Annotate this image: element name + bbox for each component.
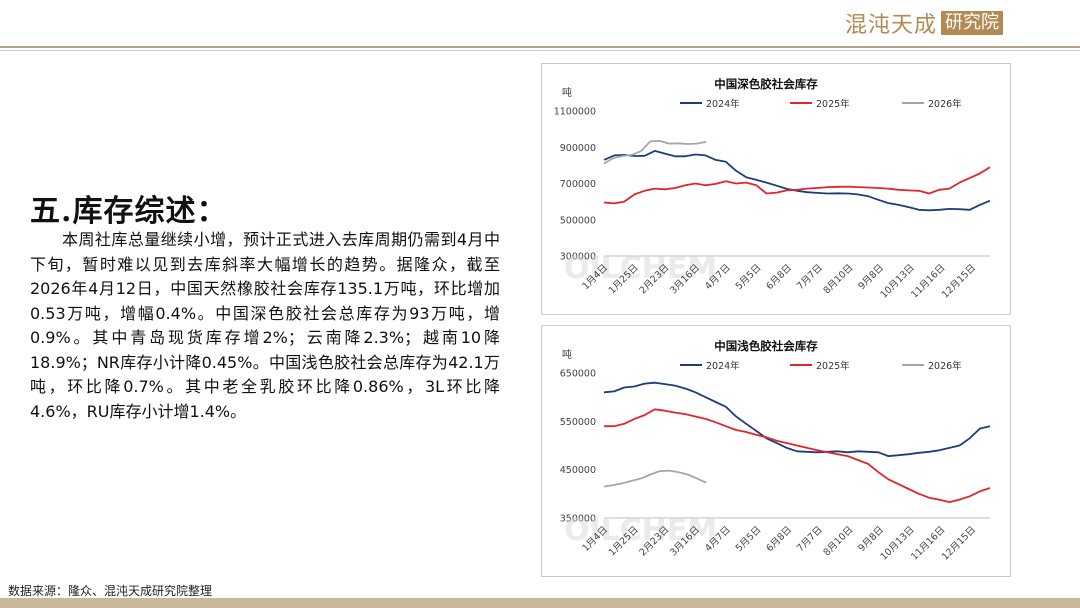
x-tick-label: 12月15日 (940, 524, 978, 562)
legend-label-2026年: 2026年 (928, 98, 962, 110)
series-line-2026年 (603, 140, 707, 165)
header-rule-thin (0, 50, 1080, 51)
x-tick-label: 8月10日 (821, 262, 855, 296)
x-tick-label: 9月8日 (856, 262, 886, 292)
series-line-2025年 (603, 166, 991, 205)
y-tick-label: 500000 (560, 215, 596, 226)
brand-logo: 混沌天成 研究院 (845, 8, 1060, 38)
y-tick-label: 650000 (560, 369, 596, 380)
legend-label-2024年: 2024年 (706, 360, 740, 372)
footer-bar (0, 598, 1080, 608)
x-tick-label: 5月5日 (734, 524, 764, 554)
legend-label-2024年: 2024年 (706, 98, 740, 110)
brand-logo-text: 混沌天成 (845, 13, 938, 38)
watermark-text: OILCHEM (564, 513, 717, 548)
y-tick-label: 350000 (560, 514, 596, 525)
brand-logo-box: 研究院 (941, 11, 1004, 35)
series-line-2024年 (603, 150, 991, 212)
y-axis-unit: 吨 (562, 86, 572, 99)
watermark-text: OILCHEM (564, 251, 717, 286)
light-rubber-inventory-chart: 中国浅色胶社会库存吨 2024年 2025年 2026年 350000 450000 550… (541, 325, 1011, 577)
y-axis-unit: 吨 (562, 348, 572, 361)
x-tick-label: 7月7日 (795, 262, 825, 292)
inventory-summary-paragraph: 本周社库总量继续小增，预计正式进入去库周期仍需到4月中下旬，暂时难以见到去库斜率… (30, 230, 500, 421)
x-tick-label: 9月8日 (856, 524, 886, 554)
header-rule (0, 46, 1080, 48)
data-source-note: 数据来源：隆众、混沌天成研究院整理 (8, 584, 213, 598)
series-line-2025年 (604, 408, 991, 504)
x-tick-label: 8月10日 (821, 524, 855, 558)
section-title: 五.库存综述： (30, 194, 228, 229)
legend-label-2026年: 2026年 (928, 360, 962, 372)
dark-rubber-inventory-chart: 中国深色胶社会库存吨 2024年 2025年 2026年 300000 500000 700… (541, 63, 1011, 315)
series-line-2026年 (603, 469, 707, 488)
legend-label-2025年: 2025年 (816, 98, 850, 110)
x-tick-label: 12月15日 (940, 262, 978, 300)
y-tick-label: 900000 (560, 143, 596, 154)
y-tick-label: 450000 (560, 465, 596, 476)
y-tick-label: 550000 (560, 417, 596, 428)
y-tick-label: 300000 (560, 252, 596, 263)
series-line-2024年 (603, 381, 991, 458)
x-tick-label: 6月8日 (764, 524, 794, 554)
y-tick-label: 700000 (560, 179, 596, 190)
x-tick-label: 6月8日 (764, 262, 794, 292)
y-tick-label: 1100000 (554, 107, 596, 118)
legend-label-2025年: 2025年 (816, 360, 850, 372)
chart-title: 中国深色胶社会库存 (714, 77, 818, 91)
x-tick-label: 5月5日 (734, 262, 764, 292)
x-tick-label: 7月7日 (795, 524, 825, 554)
chart-title: 中国浅色胶社会库存 (714, 339, 818, 353)
